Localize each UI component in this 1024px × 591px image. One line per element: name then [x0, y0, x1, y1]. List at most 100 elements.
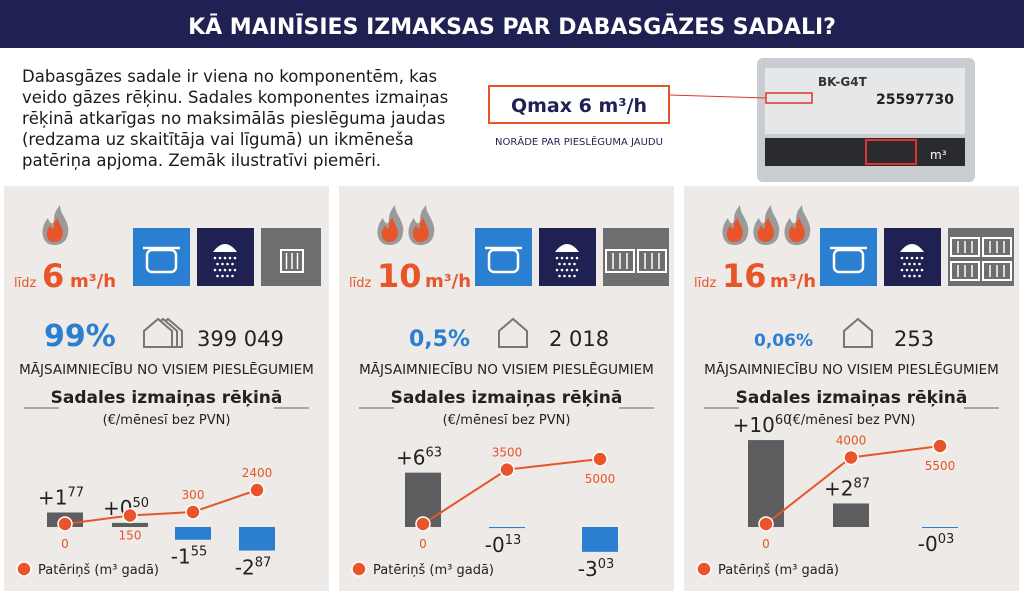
shower-drop: [563, 262, 566, 266]
share: 0,06%: [754, 331, 813, 351]
households: 2 018: [549, 327, 609, 351]
shower-drop: [570, 256, 574, 260]
shower-drop: [565, 268, 569, 272]
capacity-value: 10: [377, 257, 422, 295]
bar-label: -013: [485, 533, 522, 557]
callout-caption: NORĀDE PAR PIESLĒGUMA JAUDU: [495, 135, 663, 148]
consumption-label: 2400: [242, 466, 273, 480]
shower-drop: [558, 262, 561, 266]
flame-core: [757, 217, 774, 242]
legend-marker: [16, 561, 32, 577]
shower-drop: [223, 256, 227, 260]
meter-unit: m³: [930, 148, 947, 162]
bar: [239, 527, 275, 551]
shower-drop: [565, 256, 569, 260]
consumption-point: [758, 516, 774, 532]
legend-label: Patēriņš (m³ gadā): [38, 563, 159, 578]
intro-line: (redzama uz skaitītāja vai līgumā) un ik…: [22, 130, 414, 149]
meter-model: BK-G4T: [818, 75, 868, 89]
shower-drop: [908, 274, 911, 278]
legend-marker: [351, 561, 367, 577]
consumption-label: 150: [119, 529, 142, 543]
pot: [145, 248, 178, 274]
capacity-unit: m³/h: [770, 271, 816, 292]
intro-line: Dabasgāzes sadale ir viena no komponentē…: [22, 67, 437, 86]
consumption-point: [592, 451, 608, 467]
consumption-point: [122, 507, 138, 524]
cooking-icon: [133, 228, 190, 286]
chart-title: Sadales izmaiņas rēķinā: [51, 388, 283, 408]
callout-box: [488, 85, 670, 124]
consumption-line: [64, 489, 258, 525]
bar-label-dec: 03: [938, 532, 955, 547]
bar: [489, 527, 525, 529]
chart-title: Sadales izmaiņas rēķinā: [391, 388, 623, 408]
bar-label-dec: 87: [255, 556, 272, 571]
shower-drop: [563, 274, 566, 278]
capacity-prefix: līdz: [694, 276, 716, 291]
consumption-point: [843, 449, 859, 466]
shower-drop: [573, 274, 576, 278]
radiator: [982, 237, 1012, 257]
bar-label-dec: 13: [505, 533, 522, 548]
chart-subtitle: (€/mēnesī bez PVN): [788, 413, 916, 428]
consumption-label: 5000: [585, 472, 616, 486]
flame-core: [726, 217, 743, 242]
bar: [582, 527, 618, 552]
bar-label: +287: [824, 476, 870, 500]
consumption-label: 0: [419, 537, 427, 551]
consumption-point: [932, 438, 948, 454]
bar-label: -003: [918, 532, 955, 556]
bar-label-int: +10: [733, 413, 775, 437]
bar-label-int: +2: [824, 476, 853, 500]
consumption-point: [249, 482, 265, 498]
capacity-value: 6: [42, 257, 64, 295]
bar-label-dec: 63: [425, 446, 442, 461]
shower-drop: [905, 268, 909, 272]
header-bar: [0, 0, 1024, 48]
shower-drop: [568, 274, 571, 278]
callout-text: Qmax 6 m³/h: [511, 95, 647, 117]
radiator: [637, 249, 667, 273]
shower-head: [555, 244, 579, 252]
flame-core: [381, 217, 398, 242]
flame-icon: [784, 205, 811, 245]
shower-drop: [908, 262, 911, 266]
shower-drop: [213, 268, 217, 272]
flame-core: [788, 217, 805, 242]
bar-label-dec: 87: [853, 476, 870, 491]
shower-drop: [918, 274, 921, 278]
consumption-point: [57, 516, 73, 532]
heating-icon: [261, 228, 321, 286]
share-label: MĀJSAIMNIECĪBU NO VISIEM PIESLĒGUMIEM: [19, 361, 314, 378]
capacity-prefix: līdz: [349, 276, 371, 291]
shower-drop: [575, 256, 579, 260]
cooking-icon: [820, 228, 877, 286]
radiator: [950, 261, 980, 281]
consumption-point: [415, 516, 431, 532]
consumption-label: 5500: [925, 459, 956, 473]
bar-label-dec: 03: [598, 557, 615, 572]
bar: [922, 527, 958, 528]
chart-subtitle: (€/mēnesī bez PVN): [443, 413, 571, 428]
legend-marker: [696, 561, 712, 577]
shower-drop: [555, 256, 559, 260]
bar-label: -303: [578, 557, 615, 581]
shower-drop: [910, 256, 914, 260]
capacity-prefix: līdz: [14, 276, 36, 291]
shower-drop: [905, 256, 909, 260]
shower-drop: [218, 256, 222, 260]
meter-highlight: [865, 139, 917, 165]
callout-line: [668, 94, 767, 99]
shower-drop: [226, 262, 229, 266]
shower-drop: [913, 262, 916, 266]
share: 0,5%: [409, 327, 470, 352]
consumption-label: 0: [61, 537, 69, 551]
shower-drop: [228, 268, 232, 272]
meter-plate: [765, 68, 965, 134]
consumption-label: 3500: [492, 446, 523, 460]
consumption-point: [185, 504, 201, 520]
capacity-value: 16: [722, 257, 767, 295]
bar-label-dec: 50: [132, 496, 149, 511]
shower-drop: [920, 268, 924, 272]
